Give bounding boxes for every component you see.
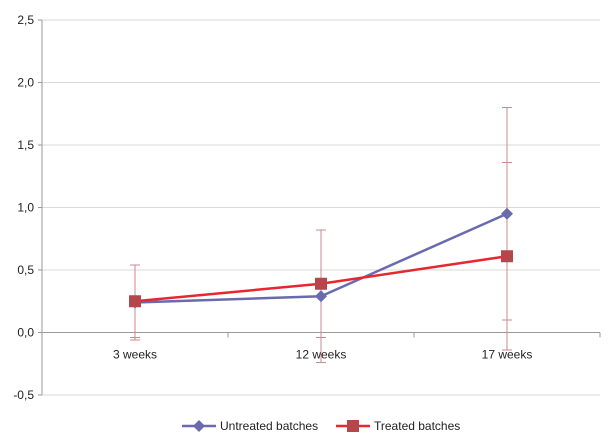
y-tick-label: 2,5 — [17, 13, 34, 27]
point-marker-square — [315, 277, 327, 290]
y-tick-label: -0,5 — [13, 388, 34, 402]
legend-item[interactable]: Treated batches — [336, 419, 460, 433]
y-tick-label: 1,5 — [17, 138, 34, 152]
y-tick-label: 1,0 — [17, 201, 34, 215]
y-axis: -0,5 0,0 0,5 1,0 1,5 2,0 2,5 — [13, 13, 43, 402]
x-tick-label: 3 weeks — [113, 348, 157, 362]
legend-item[interactable]: Untreated batches — [182, 419, 318, 433]
legend[interactable]: Untreated batches Treated batches — [182, 419, 460, 433]
point-marker-diamond — [315, 290, 327, 303]
error-bars — [130, 107, 512, 363]
legend-label: Untreated batches — [220, 419, 318, 433]
point-marker-square — [501, 250, 513, 263]
point-marker-diamond — [501, 207, 513, 220]
point-marker-diamond — [193, 420, 205, 432]
x-tick-label: 17 weeks — [482, 348, 533, 362]
y-tick-label: 0,5 — [17, 263, 34, 277]
legend-label: Treated batches — [374, 419, 460, 433]
point-marker-square — [347, 420, 359, 432]
y-tick-label: 0,0 — [17, 326, 34, 340]
point-marker-square — [129, 295, 141, 308]
series-markers — [129, 207, 513, 309]
y-tick-label: 2,0 — [17, 76, 34, 90]
